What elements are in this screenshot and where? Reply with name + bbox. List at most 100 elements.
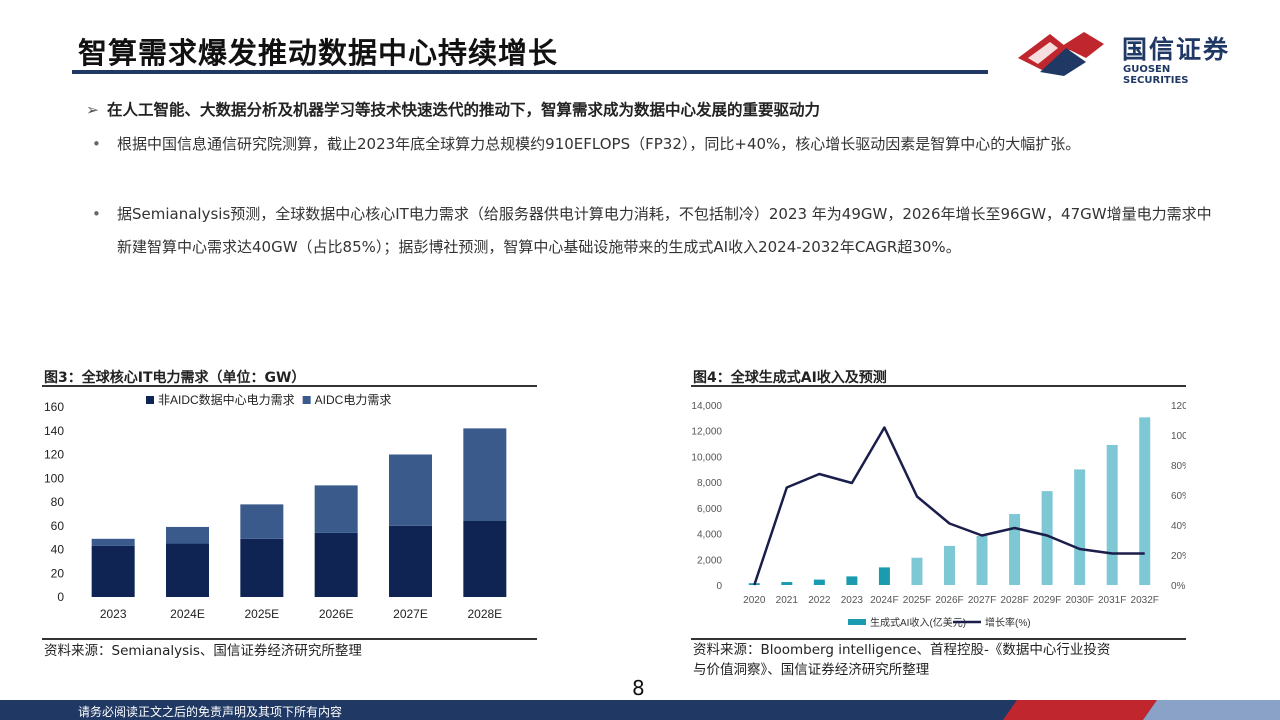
x-tick-label: 2028E — [467, 607, 502, 621]
x-tick-label: 2020 — [743, 595, 766, 606]
x-tick-label: 2023 — [100, 607, 127, 621]
x-tick-label: 2028F — [1000, 595, 1028, 606]
lead-text: 在人工智能、大数据分析及机器学习等技术快速迭代的推动下，智算需求成为数据中心发展… — [107, 101, 821, 119]
figure4-source-line1: 资料来源：Bloomberg intelligence、首程控股-《数据中心行业… — [693, 642, 1111, 658]
right-y-tick-label: 60% — [1171, 491, 1186, 502]
bullet-dot-icon: • — [92, 205, 101, 223]
left-y-tick-label: 12,000 — [691, 427, 722, 438]
figure4-source: 资料来源：Bloomberg intelligence、首程控股-《数据中心行业… — [693, 640, 1110, 680]
stacked-bar-segment — [166, 526, 209, 544]
page-number: 8 — [632, 676, 645, 700]
right-y-tick-label: 0% — [1171, 581, 1186, 592]
legend-swatch — [302, 396, 311, 404]
figure3-title: 图3：全球核心IT电力需求（单位：GW） — [44, 370, 306, 386]
stacked-bar-segment — [91, 538, 135, 546]
right-y-tick-label: 80% — [1171, 461, 1186, 472]
figure4-title: 图4：全球生成式AI收入及预测 — [693, 370, 887, 386]
bullet-text: 根据中国信息通信研究院测算，截止2023年底全球算力总规模约910EFLOPS（… — [117, 135, 1081, 153]
y-tick-label: 20 — [51, 566, 65, 580]
revenue-bar — [1009, 514, 1021, 585]
y-tick-label: 160 — [44, 400, 64, 414]
stacked-bar-segment — [314, 485, 358, 533]
revenue-bar — [1139, 417, 1151, 585]
footer-blue-stripe — [1142, 700, 1280, 720]
left-y-tick-label: 8,000 — [697, 478, 722, 489]
right-y-tick-label: 20% — [1171, 551, 1186, 562]
revenue-bar — [813, 579, 825, 585]
revenue-bar — [878, 567, 890, 585]
legend-swatch — [848, 619, 866, 625]
left-y-tick-label: 6,000 — [697, 504, 722, 515]
revenue-bar — [911, 557, 923, 585]
x-tick-label: 2021 — [776, 595, 799, 606]
legend-swatch — [146, 396, 154, 404]
logo-english-name: GUOSEN SECURITIES — [1123, 64, 1189, 86]
stacked-bar-segment — [91, 545, 135, 597]
x-tick-label: 2025E — [244, 607, 279, 621]
stacked-bar-segment — [463, 521, 507, 597]
title-underline — [72, 70, 988, 74]
revenue-bar — [944, 545, 955, 585]
figure4-bottom-rule — [691, 638, 1186, 640]
left-y-tick-label: 14,000 — [691, 401, 722, 412]
y-tick-label: 100 — [44, 471, 64, 485]
x-tick-label: 2027F — [968, 595, 996, 606]
stacked-bar-segment — [240, 504, 284, 539]
right-y-tick-label: 100% — [1171, 431, 1186, 442]
revenue-bar — [1106, 444, 1118, 585]
right-y-tick-label: 40% — [1171, 521, 1186, 532]
left-y-tick-label: 2,000 — [697, 555, 722, 566]
stacked-bar-segment — [314, 532, 358, 597]
core-it-power-chart: 0 20 40 60 80 100 120 140 160 2023 2024E 2025E 2026E… — [44, 392, 507, 621]
revenue-bar — [1041, 491, 1053, 585]
lead-statement: ➢ 在人工智能、大数据分析及机器学习等技术快速迭代的推动下，智算需求成为数据中心发… — [86, 98, 820, 120]
bullet-item: • 根据中国信息通信研究院测算，截止2023年底全球算力总规模约910EFLOP… — [92, 128, 1212, 161]
y-tick-label: 60 — [51, 519, 65, 533]
revenue-bar — [846, 576, 858, 585]
right-y-tick-label: 120% — [1171, 401, 1186, 412]
footer-bar: 请务必阅读正文之后的免责声明及其项下所有内容 — [0, 700, 1280, 720]
left-y-tick-label: 10,000 — [691, 452, 722, 463]
logo-chinese-name: 国信证券 — [1122, 35, 1231, 64]
x-tick-label: 2022 — [808, 595, 831, 606]
figure3-bottom-rule — [42, 638, 537, 640]
bullet-text: 据Semianalysis预测，全球数据中心核心IT电力需求（给服务器供电计算电… — [117, 205, 1212, 256]
figure4-source-line2: 与价值洞察》、国信证券经济研究所整理 — [693, 662, 930, 678]
guosen-logo-icon — [1018, 32, 1104, 76]
stacked-bar-segment — [240, 538, 284, 597]
x-tick-label: 2030F — [1065, 595, 1093, 606]
growth-rate-line — [753, 426, 1145, 586]
legend-label: 生成式AI收入(亿美元) — [870, 616, 966, 629]
revenue-bar — [1074, 469, 1086, 585]
stacked-bar-segment — [166, 543, 209, 597]
x-tick-label: 2023 — [841, 595, 864, 606]
revenue-bar — [976, 536, 988, 585]
stacked-bar-segment — [389, 525, 432, 597]
y-tick-label: 120 — [44, 448, 64, 462]
y-tick-label: 80 — [51, 495, 65, 509]
figure3-top-rule — [42, 385, 537, 387]
genai-revenue-chart: 0 2,000 4,000 6,000 8,000 10,000 12,000 14,000 0… — [691, 401, 1186, 629]
left-y-tick-label: 4,000 — [697, 530, 722, 541]
x-tick-label: 2024E — [170, 607, 205, 621]
figure4-top-rule — [691, 385, 1186, 387]
x-tick-label: 2026E — [319, 607, 354, 621]
bullet-item: • 据Semianalysis预测，全球数据中心核心IT电力需求（给服务器供电计… — [92, 198, 1212, 264]
x-tick-label: 2026F — [935, 595, 963, 606]
legend-label: AIDC电力需求 — [315, 393, 392, 407]
legend-label: 非AIDC数据中心电力需求 — [158, 392, 295, 407]
left-y-tick-label: 0 — [716, 581, 722, 592]
x-tick-label: 2025F — [903, 595, 931, 606]
revenue-bar — [781, 582, 793, 585]
y-tick-label: 0 — [57, 590, 64, 604]
legend-label: 增长率(%) — [985, 616, 1031, 629]
y-tick-label: 140 — [44, 424, 64, 438]
bullet-dot-icon: • — [92, 135, 101, 153]
figure3-source: 资料来源：Semianalysis、国信证券经济研究所整理 — [44, 643, 362, 659]
stacked-bar-segment — [389, 454, 432, 526]
x-tick-label: 2027E — [393, 607, 428, 621]
company-logo: 国信证券 GUOSEN SECURITIES — [1016, 28, 1236, 86]
y-tick-label: 40 — [51, 543, 65, 557]
x-tick-label: 2031F — [1098, 595, 1126, 606]
arrow-icon: ➢ — [86, 101, 99, 119]
